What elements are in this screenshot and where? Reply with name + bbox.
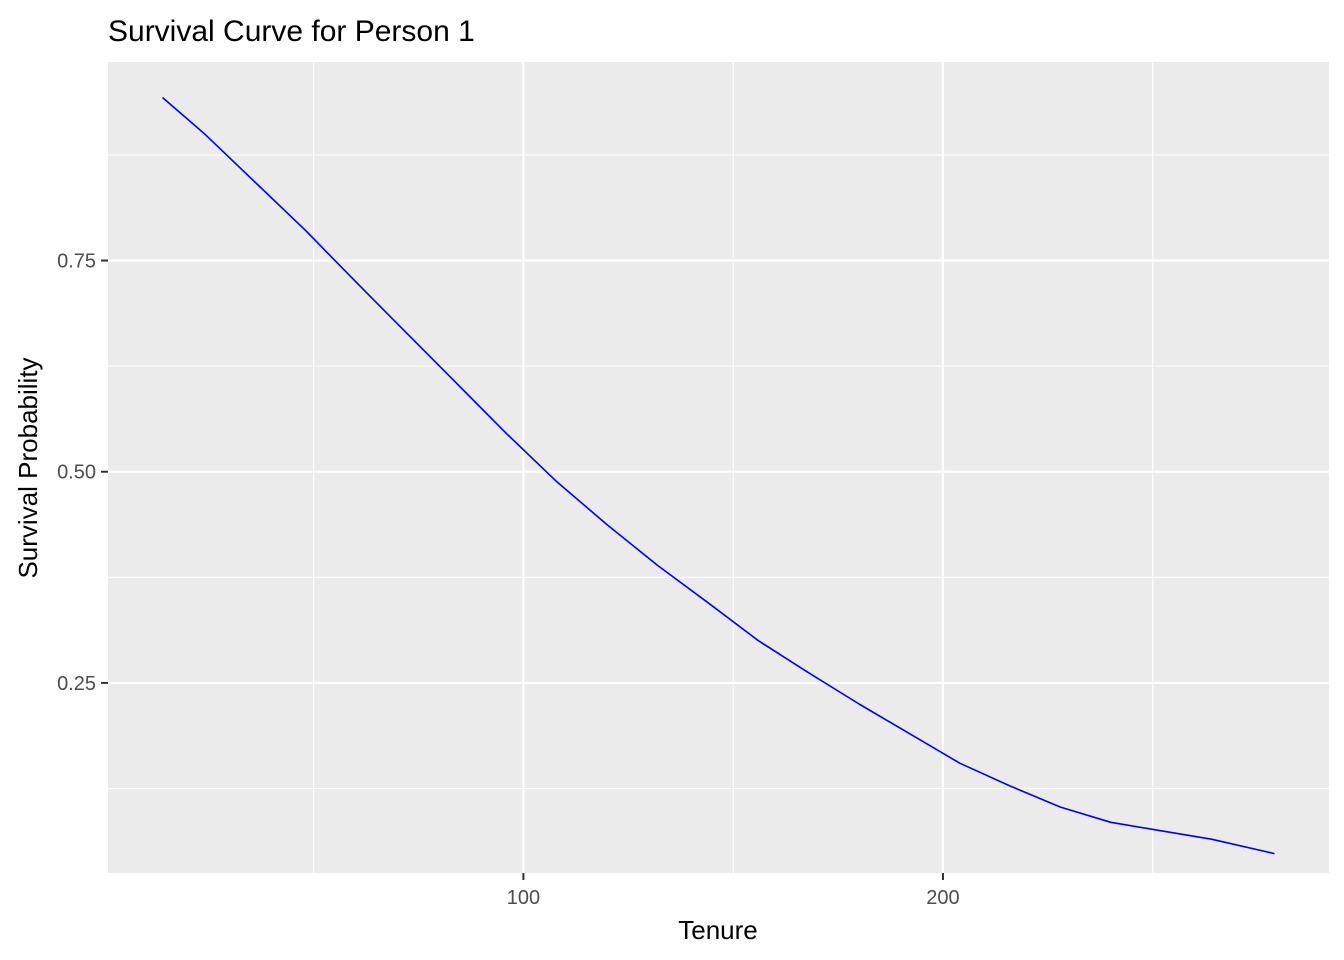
major-gridlines [108, 62, 1329, 873]
tick-labels: 100 200 0.25 0.50 0.75 [57, 251, 960, 909]
y-tick-label: 0.25 [57, 673, 96, 695]
survival-curve-line [161, 96, 1275, 855]
x-tick-label: 100 [507, 887, 540, 909]
y-tick-label: 0.75 [57, 251, 96, 273]
axis-ticks [101, 259, 944, 880]
chart-title: Survival Curve for Person 1 [108, 15, 475, 48]
x-tick-label: 200 [926, 887, 959, 909]
x-axis-title: Tenure [678, 915, 758, 945]
plot-panel [108, 62, 1329, 873]
y-tick-label: 0.50 [57, 462, 96, 484]
series-layer [161, 96, 1275, 855]
y-axis-title: Survival Probability [13, 357, 43, 578]
minor-gridlines [108, 62, 1329, 873]
